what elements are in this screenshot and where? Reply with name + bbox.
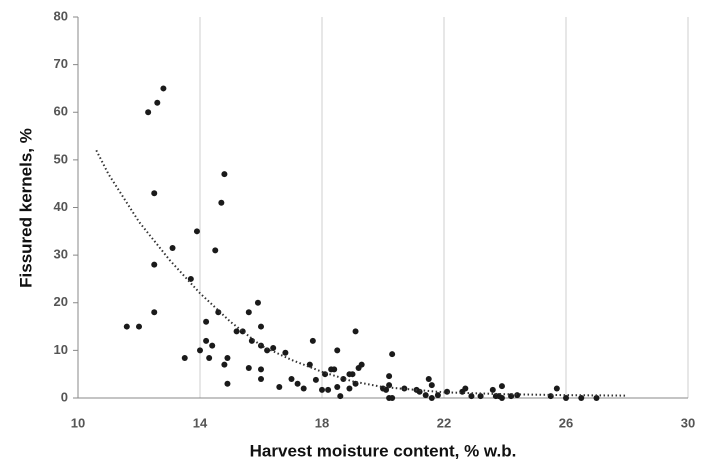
point [383,386,390,393]
point [206,354,213,361]
point [358,361,365,368]
point [498,383,505,390]
point [294,380,301,387]
point [312,376,319,383]
point [352,328,359,335]
point [239,328,246,335]
point [224,380,231,387]
point [309,337,316,344]
point [224,354,231,361]
point [468,393,475,400]
x-tick-label: 30 [681,415,695,430]
point [245,364,252,371]
x-tick-label: 10 [71,415,85,430]
point [334,384,341,391]
y-axis-title: Fissured kernels, % [16,128,35,288]
point [123,323,130,330]
x-tick-label: 22 [437,415,451,430]
point [593,395,600,401]
point [434,392,441,399]
point [428,382,435,389]
x-axis-title: Harvest moisture content, % w.b. [250,441,517,460]
point [197,347,203,354]
point [428,395,435,401]
point [319,386,325,393]
point [346,385,353,392]
x-tick-label: 26 [559,415,573,430]
point [416,388,423,395]
point [145,109,152,116]
point [349,371,356,378]
point [136,323,142,330]
point [389,351,396,358]
point [221,171,228,178]
point [212,247,219,254]
point [218,199,225,206]
point [276,384,283,391]
point [514,392,521,399]
point [422,392,429,399]
x-tick-label: 14 [193,415,208,430]
point [151,309,158,316]
y-tick-label: 50 [54,151,68,166]
point [151,190,158,197]
point [578,395,585,401]
y-tick-label: 80 [54,8,68,23]
point [331,366,338,373]
point [386,382,393,389]
point [563,395,569,401]
point [254,299,261,306]
y-tick-label: 20 [54,294,68,309]
point [300,385,307,392]
point [151,261,158,268]
point [389,395,396,401]
y-tick-label: 0 [61,389,68,404]
point [462,385,469,392]
point [215,309,222,316]
point [258,342,264,349]
point [498,395,505,401]
y-tick-label: 60 [54,104,68,119]
point [203,318,210,325]
point [489,386,496,393]
point [425,375,432,382]
point [248,337,255,344]
trend-line [95,149,628,397]
x-tick-label: 18 [315,415,329,430]
point [154,99,161,106]
point [203,337,210,344]
point [288,375,295,382]
point [169,244,176,251]
point [334,347,341,354]
point [270,344,277,351]
point [264,347,271,354]
point [221,361,228,368]
point [181,354,188,361]
y-tick-label: 30 [54,247,68,262]
point [258,323,264,330]
point [386,373,393,380]
point [233,328,240,335]
point [245,309,252,316]
point [193,228,200,235]
point [477,393,484,400]
point [160,85,167,92]
y-tick-label: 70 [54,56,68,71]
y-tick-label: 10 [54,342,68,357]
point [282,349,289,356]
point [337,393,344,400]
point [325,386,332,393]
point [553,385,560,392]
y-tick-label: 40 [54,199,68,214]
point [209,342,216,349]
point [258,366,264,373]
point [258,375,264,382]
